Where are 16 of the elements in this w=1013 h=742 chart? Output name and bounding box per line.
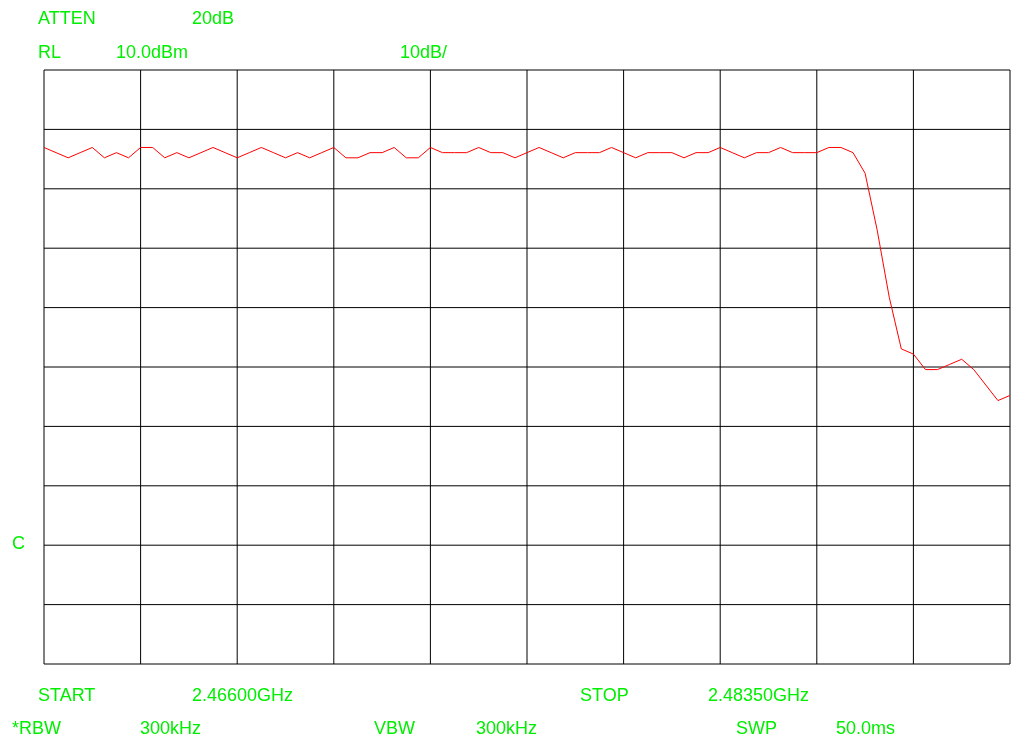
text: VBW (374, 718, 416, 739)
text: 10dB/ (400, 42, 448, 63)
text: C (12, 533, 25, 554)
text: 300kHz (476, 718, 538, 739)
text: RL (38, 42, 62, 63)
text: 2.46600GHz (192, 685, 294, 706)
text: SWP (736, 718, 778, 739)
text: 10.0dBm (116, 42, 189, 63)
text: 300kHz (140, 718, 202, 739)
text: STOP (580, 685, 629, 706)
text: 20dB (192, 8, 235, 29)
text: 2.48350GHz (708, 685, 810, 706)
text: 50.0ms (836, 718, 896, 739)
text: START (38, 685, 96, 706)
text: *RBW (12, 718, 61, 739)
text: ATTEN (38, 8, 96, 29)
